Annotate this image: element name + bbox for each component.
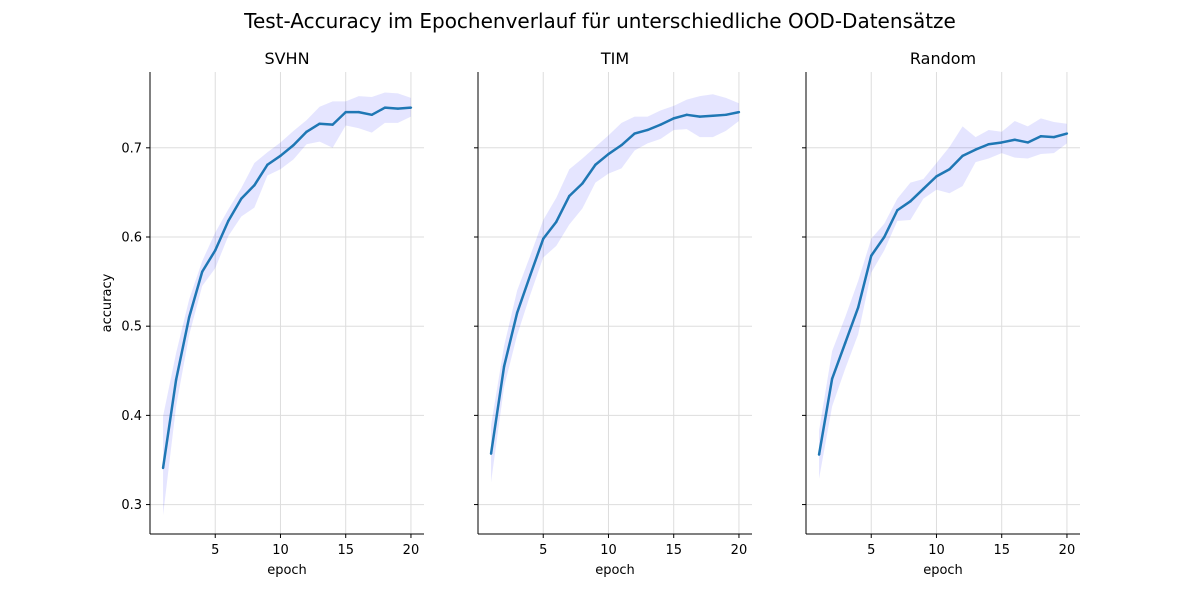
x-axis-label: epoch (267, 563, 307, 578)
data-point (987, 143, 990, 146)
data-point (305, 130, 308, 133)
panel-title-tim: TIM (600, 49, 629, 68)
data-point (515, 311, 519, 315)
data-point (555, 220, 558, 224)
x-tick-label: 5 (211, 543, 219, 558)
data-point (685, 113, 688, 117)
data-point (1026, 141, 1030, 144)
y-axis-label: accuracy (100, 273, 115, 332)
x-tick-label: 20 (1059, 543, 1076, 558)
data-point (909, 200, 912, 203)
data-point (542, 237, 545, 240)
data-point (935, 175, 938, 178)
y-tick-label: 0.3 (121, 498, 142, 513)
data-point (870, 254, 873, 257)
data-point (594, 163, 597, 166)
x-axis-label: epoch (595, 563, 635, 578)
x-tick-label: 10 (928, 543, 945, 558)
x-tick-label: 10 (600, 543, 617, 558)
mean-line-random (817, 132, 1068, 455)
y-tick-label: 0.4 (121, 409, 142, 424)
data-point (633, 132, 636, 135)
data-point (489, 452, 493, 455)
data-point (331, 123, 334, 126)
data-point (711, 114, 715, 117)
data-point (357, 110, 360, 114)
panel-svhn: 5 10 15 20 0.3 0.4 0.5 0.6 0.7 SVHN epoch accuracy (100, 49, 424, 578)
data-point (948, 168, 951, 171)
data-point (607, 152, 610, 156)
data-point (502, 365, 506, 368)
panel-random: 5 10 15 20 Random epoch (802, 49, 1080, 578)
data-point (568, 194, 571, 198)
data-point (896, 209, 899, 212)
data-point (174, 378, 178, 381)
data-point (843, 341, 847, 345)
data-point (856, 306, 860, 309)
data-point (737, 110, 741, 114)
panel-title-random: Random (910, 49, 976, 68)
data-point (370, 113, 374, 117)
x-tick-label: 15 (993, 543, 1010, 558)
data-point (279, 154, 282, 158)
x-axis-label: epoch (923, 563, 963, 578)
x-tick-label: 5 (867, 543, 875, 558)
mean-line-tim (489, 110, 740, 454)
data-point (253, 184, 256, 187)
data-point (214, 249, 217, 252)
y-tick-label: 0.6 (121, 231, 142, 246)
x-tick-label: 10 (272, 543, 289, 558)
confidence-band-tim (491, 94, 739, 483)
data-point (724, 113, 728, 117)
data-point (581, 182, 584, 185)
data-point (830, 377, 834, 381)
x-tick-label: 15 (337, 543, 354, 558)
x-tick-label: 20 (731, 543, 748, 558)
chart-title: Test-Accuracy im Epochenverlauf für unte… (243, 9, 956, 33)
data-point (292, 143, 295, 147)
x-tick-label: 20 (403, 543, 420, 558)
confidence-band-svhn (163, 92, 411, 516)
data-point (344, 110, 347, 114)
y-tick-label: 0.5 (121, 320, 142, 335)
data-point (1039, 135, 1043, 138)
data-point (396, 107, 400, 110)
data-point (200, 270, 204, 273)
data-point (961, 154, 964, 158)
data-point (672, 117, 675, 120)
data-point (1065, 132, 1069, 135)
panel-tim: 5 10 15 20 TIM epoch (474, 49, 752, 578)
data-point (240, 197, 243, 200)
data-point (1000, 141, 1003, 144)
data-point (161, 466, 165, 470)
confidence-band-random (819, 118, 1067, 479)
data-point (659, 123, 662, 126)
data-point (1052, 135, 1056, 139)
data-point (974, 148, 977, 151)
data-point (187, 316, 191, 319)
data-point (266, 163, 269, 166)
data-point (318, 122, 321, 125)
data-point (1013, 138, 1016, 141)
data-point (383, 106, 387, 109)
data-point (817, 453, 821, 456)
data-point (227, 219, 230, 223)
data-point (646, 128, 649, 132)
data-point (883, 235, 886, 239)
mean-line-svhn (161, 106, 412, 469)
x-tick-label: 15 (665, 543, 682, 558)
data-point (698, 115, 702, 118)
data-point (922, 187, 925, 191)
panel-title-svhn: SVHN (264, 49, 309, 68)
data-point (620, 143, 623, 147)
data-point (409, 106, 413, 109)
y-tick-label: 0.7 (121, 141, 142, 156)
data-point (528, 274, 532, 277)
x-tick-label: 5 (539, 543, 547, 558)
